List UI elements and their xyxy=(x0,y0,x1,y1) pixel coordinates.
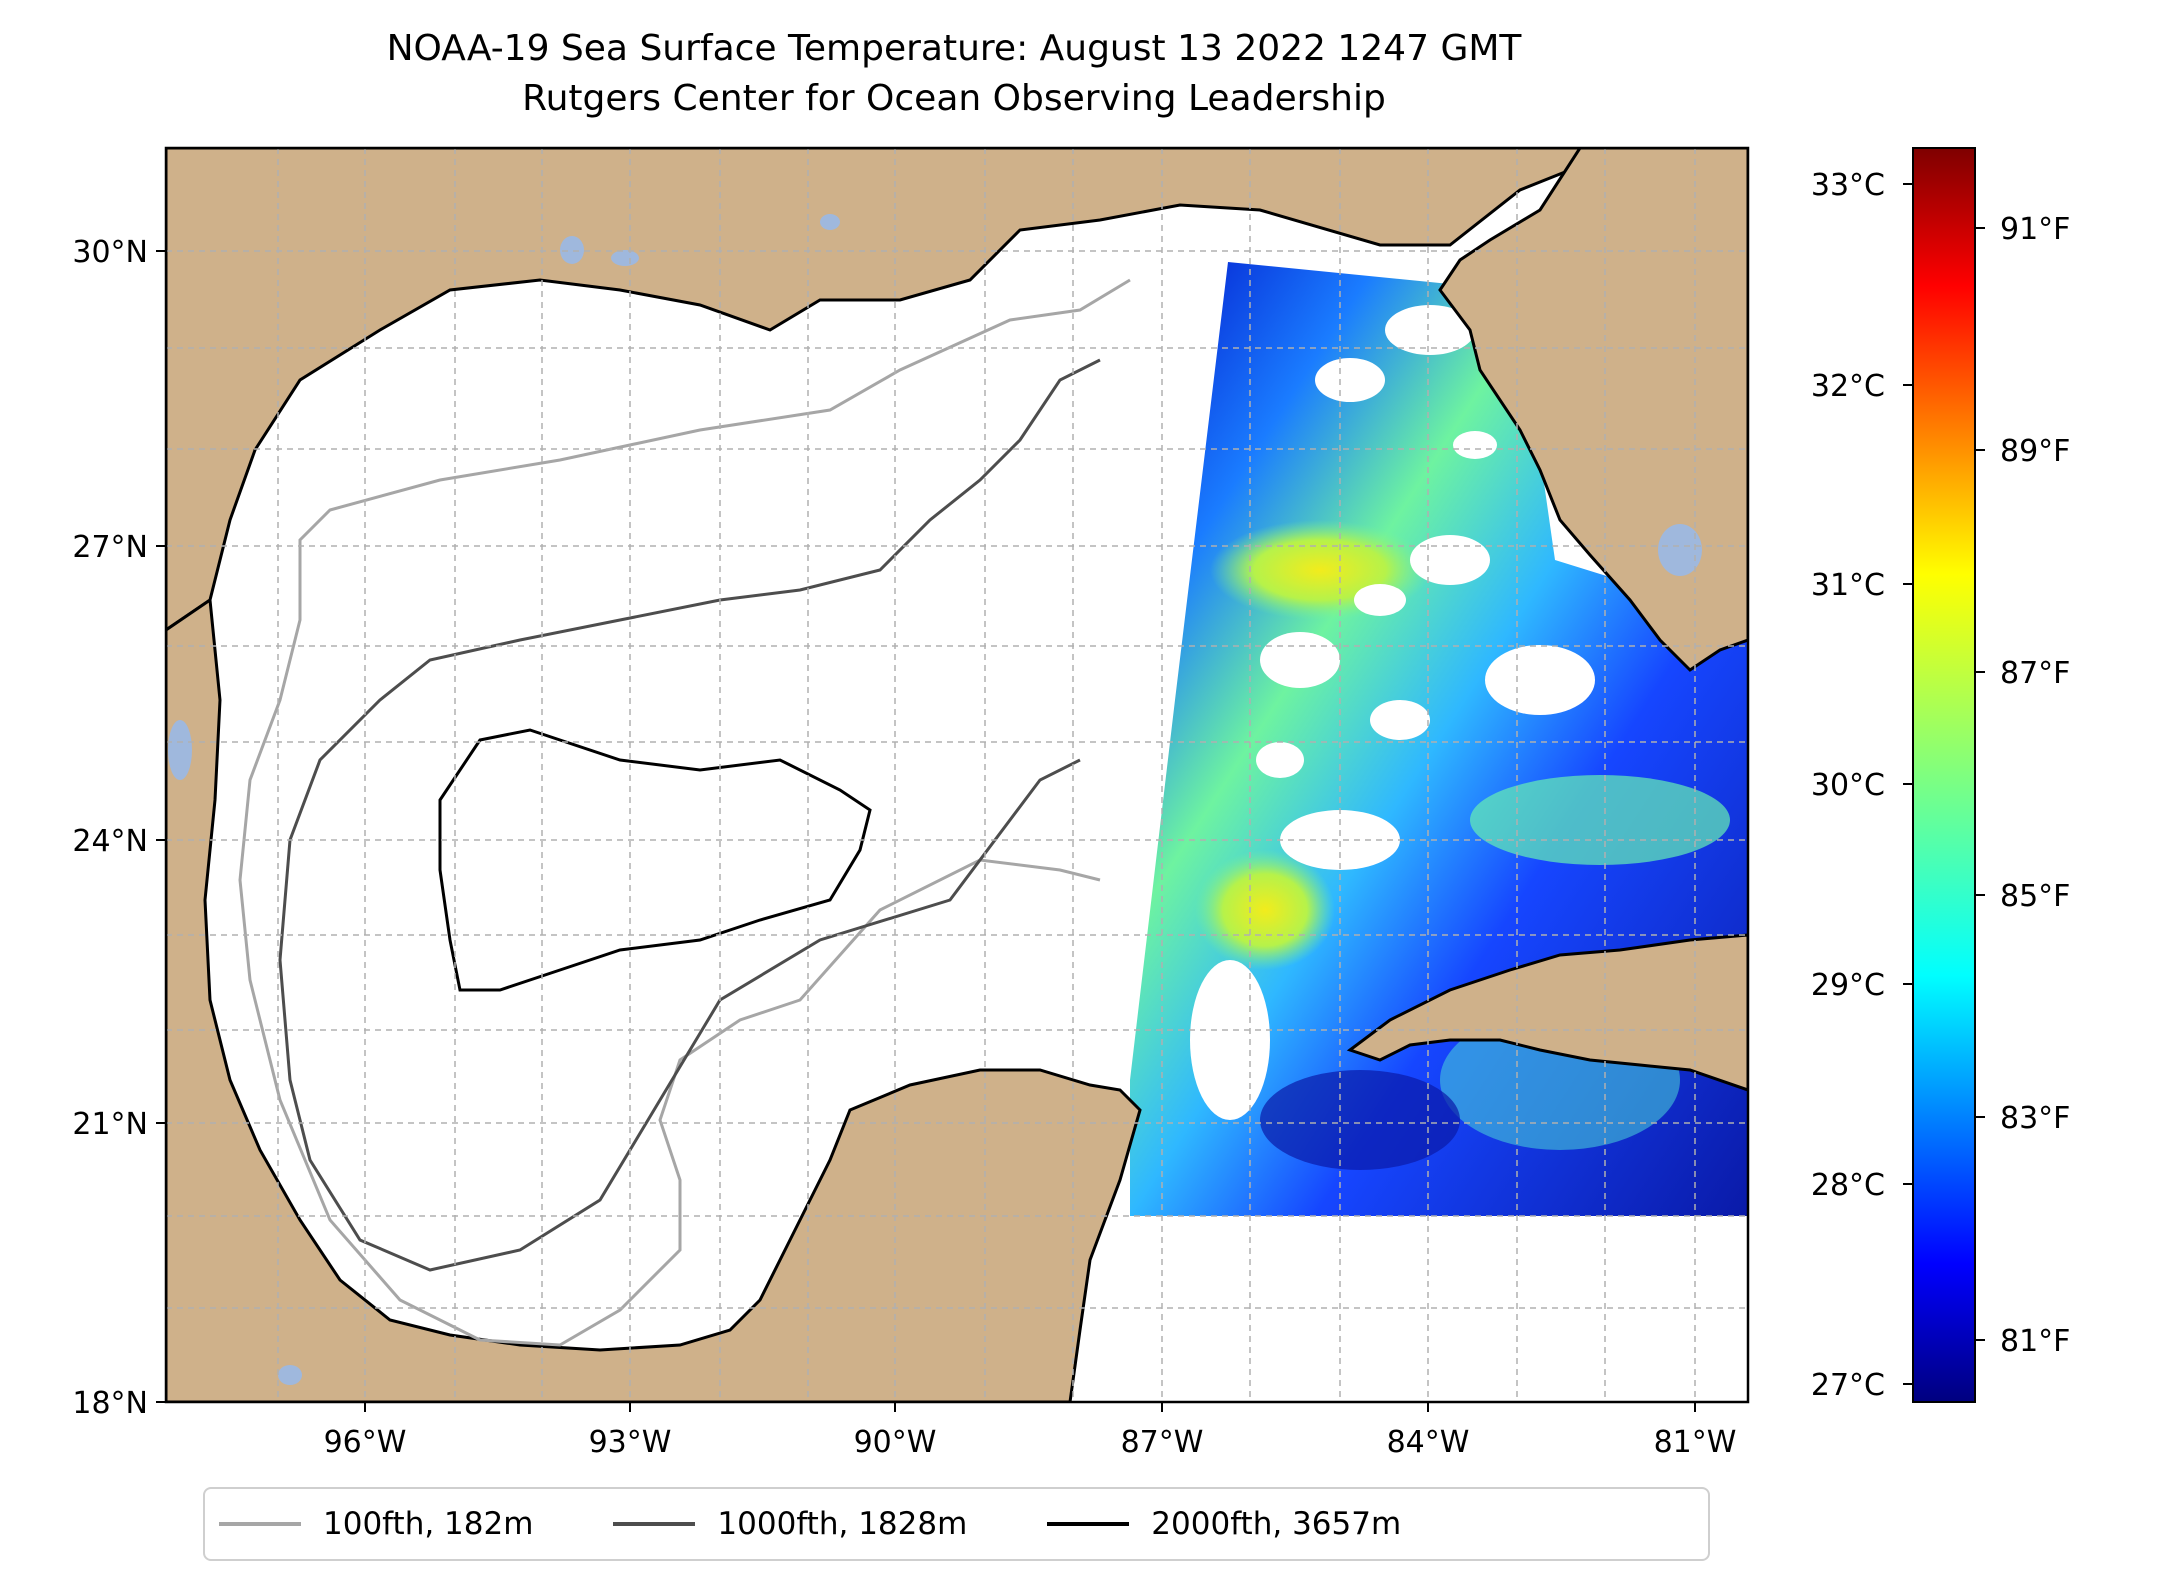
lon-tick-label: 87°W xyxy=(1121,1425,1204,1460)
gridlines xyxy=(166,148,1748,1402)
map-frame xyxy=(164,146,1750,1404)
lon-tick-label: 93°W xyxy=(589,1425,672,1460)
contour-2000fth xyxy=(438,728,872,992)
map-title: NOAA-19 Sea Surface Temperature: August … xyxy=(386,28,1522,69)
lat-axis: 30°N 27°N 24°N 21°N 18°N xyxy=(72,235,166,1421)
colorbar: 33°C 32°C 31°C 30°C 29°C 28°C 27°C 91°F … xyxy=(1811,147,2070,1403)
lon-tick-label: 84°W xyxy=(1387,1425,1470,1460)
celsius-tick-label: 28°C xyxy=(1811,1168,1885,1203)
celsius-tick-label: 33°C xyxy=(1811,168,1885,203)
celsius-tick-label: 27°C xyxy=(1811,1368,1885,1403)
lat-tick-label: 21°N xyxy=(72,1107,148,1142)
legend-label: 1000fth, 1828m xyxy=(717,1506,968,1542)
fahrenheit-tick-label: 83°F xyxy=(2000,1101,2070,1136)
fahrenheit-tick-label: 87°F xyxy=(2000,656,2070,691)
contour-100fth xyxy=(238,278,1131,1347)
lon-axis: 96°W 93°W 90°W 87°W 84°W 81°W xyxy=(324,1402,1737,1460)
legend-label: 100fth, 182m xyxy=(323,1506,534,1542)
fahrenheit-tick-label: 81°F xyxy=(2000,1324,2070,1359)
legend-line-swatch xyxy=(613,1522,696,1526)
fahrenheit-tick-label: 91°F xyxy=(2000,212,2070,247)
lat-tick-label: 27°N xyxy=(72,530,148,565)
celsius-tick-label: 30°C xyxy=(1811,768,1885,803)
lon-tick-label: 96°W xyxy=(324,1425,407,1460)
lakes xyxy=(168,214,1702,1385)
fahrenheit-tick-label: 85°F xyxy=(2000,879,2070,914)
celsius-tick-label: 32°C xyxy=(1811,369,1885,404)
lat-tick-label: 24°N xyxy=(72,824,148,859)
map-subtitle: Rutgers Center for Ocean Observing Leade… xyxy=(522,78,1386,119)
celsius-tick-label: 31°C xyxy=(1811,568,1885,603)
legend-line-swatch xyxy=(1047,1522,1130,1526)
lon-tick-label: 81°W xyxy=(1654,1425,1737,1460)
lat-tick-label: 30°N xyxy=(72,235,148,270)
legend-label: 2000fth, 3657m xyxy=(1151,1506,1402,1542)
legend-line-swatch xyxy=(219,1522,301,1526)
contour-legend: 100fth, 182m 1000fth, 1828m 2000fth, 365… xyxy=(203,1487,1710,1561)
colorbar-gradient xyxy=(1912,147,1976,1403)
legend-entry-2000fth: 2000fth, 3657m xyxy=(1047,1506,1401,1542)
fahrenheit-tick-label: 89°F xyxy=(2000,434,2070,469)
legend-entry-100fth: 100fth, 182m xyxy=(219,1506,533,1542)
lat-tick-label: 18°N xyxy=(72,1386,148,1421)
celsius-tick-label: 29°C xyxy=(1811,968,1885,1003)
lon-tick-label: 90°W xyxy=(854,1425,937,1460)
legend-entry-1000fth: 1000fth, 1828m xyxy=(613,1506,967,1542)
